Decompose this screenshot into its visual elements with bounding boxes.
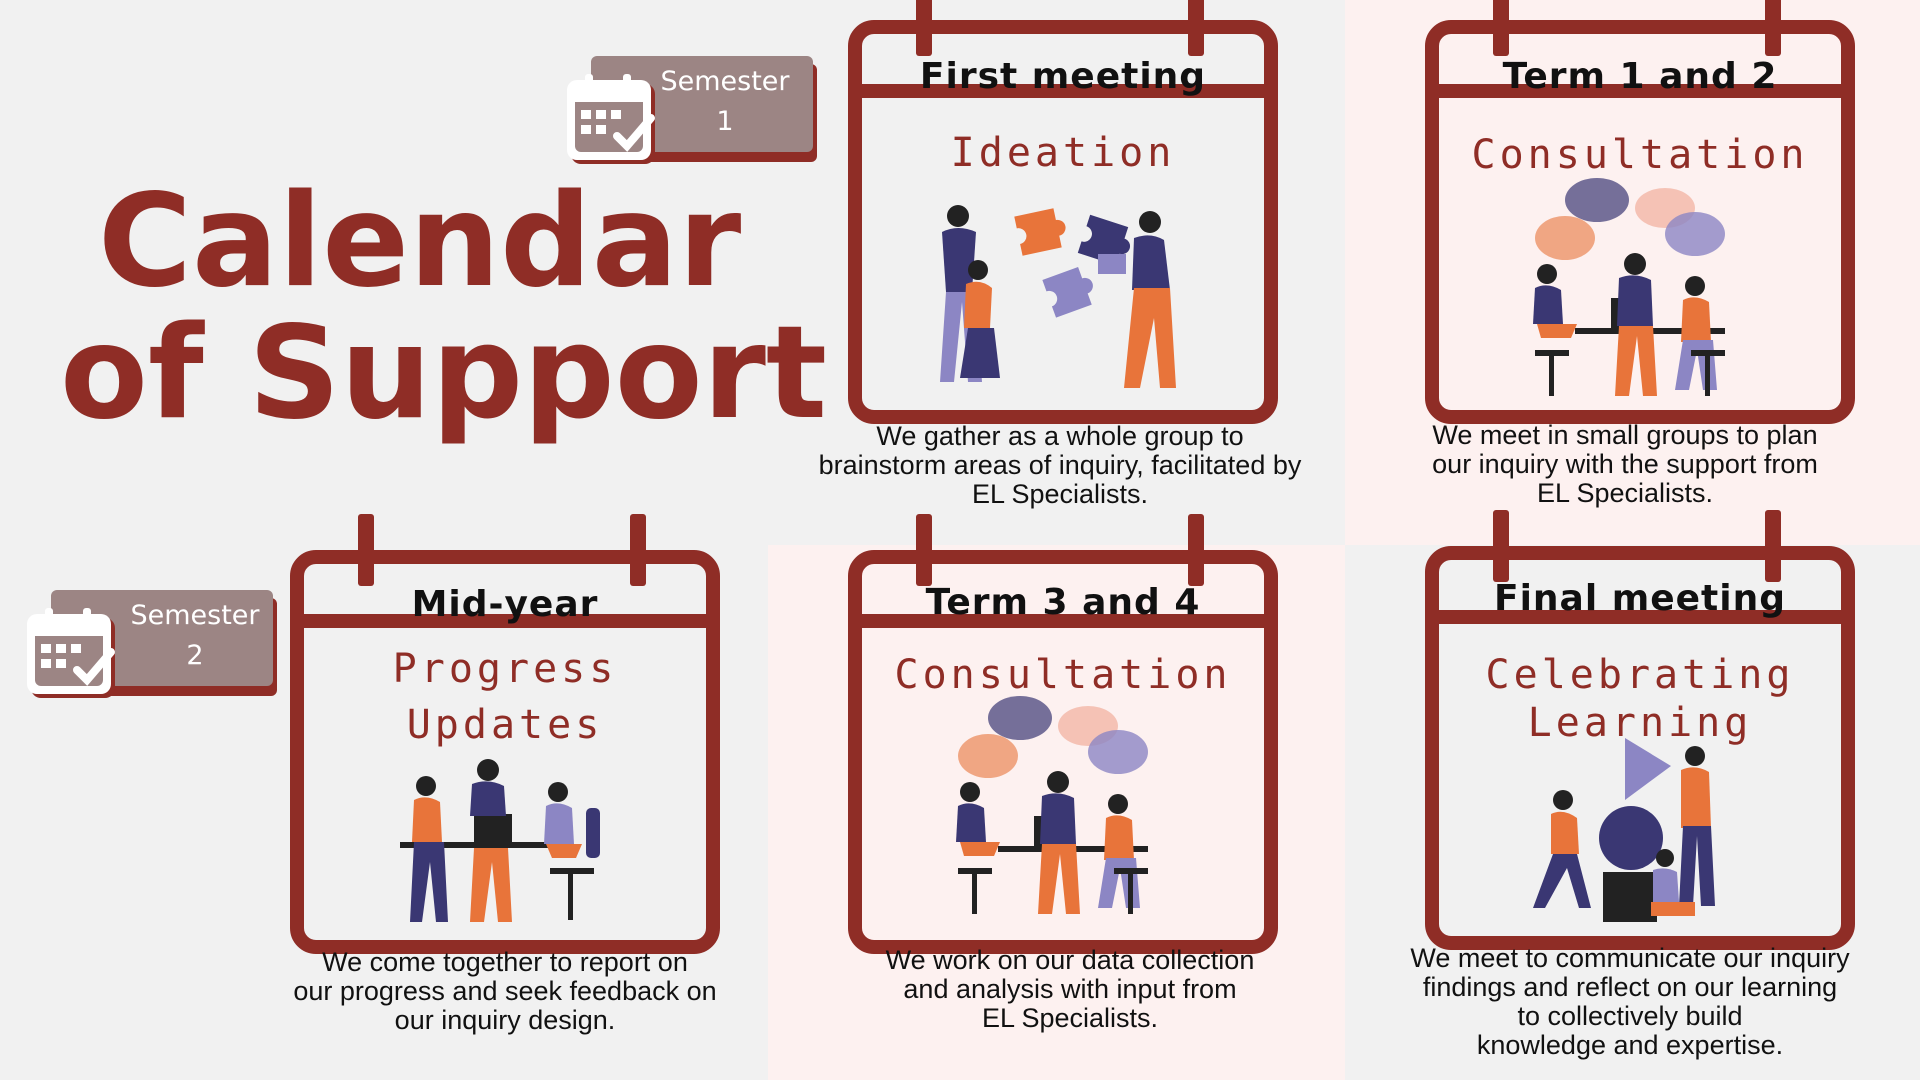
description-line: We meet in small groups to plan [1432,420,1818,450]
description-line: brainstorm areas of inquiry, facilitated… [818,450,1302,480]
semester-2-text: Semester 2 [110,596,280,676]
calendar-header-divider [862,84,1264,98]
calendar-card-first-meeting: First meeting Ideation [848,0,1278,424]
calendar-card-final-meeting: Final meeting Celebrating Learning [1425,510,1855,950]
description-line: our inquiry design. [394,1005,616,1035]
calendar-ring-right [1765,0,1781,56]
calendar-header-divider [304,614,706,628]
description-line: We gather as a whole group to [876,421,1244,451]
page-title-line-1: Calendar [98,167,742,316]
semester-label: Semester [660,66,790,97]
card-heading: Term 1 and 2 [1502,56,1778,97]
semester-2-badge: Semester 2 [25,590,277,710]
card-subtitle-line-1: Celebrating [1485,652,1795,698]
card-description-term-3-and-4: We work on our data collection and analy… [790,946,1350,1033]
calendar-ring-right [630,514,646,586]
page-title-line-2: of Support [60,299,827,448]
card-heading: Mid-year [411,584,599,625]
puzzle-teamwork-illustration [940,205,1176,388]
calendar-card-term-3-and-4: Term 3 and 4 Consultation [848,514,1278,954]
card-subtitle-line-2: Learning [1527,700,1753,746]
description-line: and analysis with input from [903,974,1237,1004]
card-subtitle-line-2: Updates [406,702,604,748]
description-line: our progress and seek feedback on [293,976,717,1006]
semester-number: 2 [186,640,204,671]
calendar-ring-right [1188,514,1204,586]
calendar-ring-left [916,0,932,56]
description-line: EL Specialists. [1536,478,1714,508]
calendar-ring-left [358,514,374,586]
calendar-frame [848,20,1278,424]
shapes-building-illustration [1533,738,1715,922]
card-heading: Term 3 and 4 [925,582,1201,623]
calendar-frame [290,550,720,954]
meeting-illustration [400,759,600,922]
semester-number: 1 [716,106,734,137]
description-line: EL Specialists. [971,479,1149,509]
calendar-header-divider [1439,84,1841,98]
card-subtitle: Consultation [1471,132,1809,178]
calendar-frame [1425,546,1855,950]
description-line: We meet to communicate our inquiry [1410,943,1850,973]
description-line: to collectively build [1517,1001,1743,1031]
semester-1-badge: Semester 1 [565,56,817,176]
calendar-ring-left [916,514,932,586]
discussion-illustration [956,696,1148,914]
card-subtitle: Ideation [950,130,1176,176]
card-description-term-1-and-2: We meet in small groups to plan our inqu… [1345,421,1905,508]
discussion-illustration [1533,178,1725,396]
card-description-first-meeting: We gather as a whole group to brainstorm… [770,422,1350,509]
calendar-ring-left [1493,0,1509,56]
description-line: EL Specialists. [981,1003,1159,1033]
calendar-frame [1425,20,1855,424]
description-line: We work on our data collection [885,945,1255,975]
calendar-card-term-1-and-2: Term 1 and 2 Consultation [1425,0,1855,424]
calendar-ring-left [1493,510,1509,582]
calendar-check-icon [567,74,655,164]
card-subtitle: Consultation [894,652,1232,698]
card-description-mid-year: We come together to report on our progre… [245,948,765,1035]
calendar-check-icon [27,608,115,698]
calendar-header-divider [862,614,1264,628]
card-subtitle-line-1: Progress [392,646,618,692]
description-line: our inquiry with the support from [1432,449,1818,479]
card-heading: Final meeting [1493,578,1787,619]
description-line: findings and reflect on our learning [1422,972,1838,1002]
card-heading: First meeting [919,56,1207,97]
calendar-header-divider [1439,610,1841,624]
card-description-final-meeting: We meet to communicate our inquiry findi… [1345,944,1915,1060]
calendar-card-mid-year: Mid-year Progress Updates [290,514,720,954]
calendar-frame [848,550,1278,954]
description-line: We come together to report on [322,947,688,977]
semester-1-text: Semester 1 [640,62,810,142]
description-line: knowledge and expertise. [1476,1030,1784,1060]
calendar-ring-right [1765,510,1781,582]
semester-label: Semester [130,600,260,631]
calendar-ring-right [1188,0,1204,56]
